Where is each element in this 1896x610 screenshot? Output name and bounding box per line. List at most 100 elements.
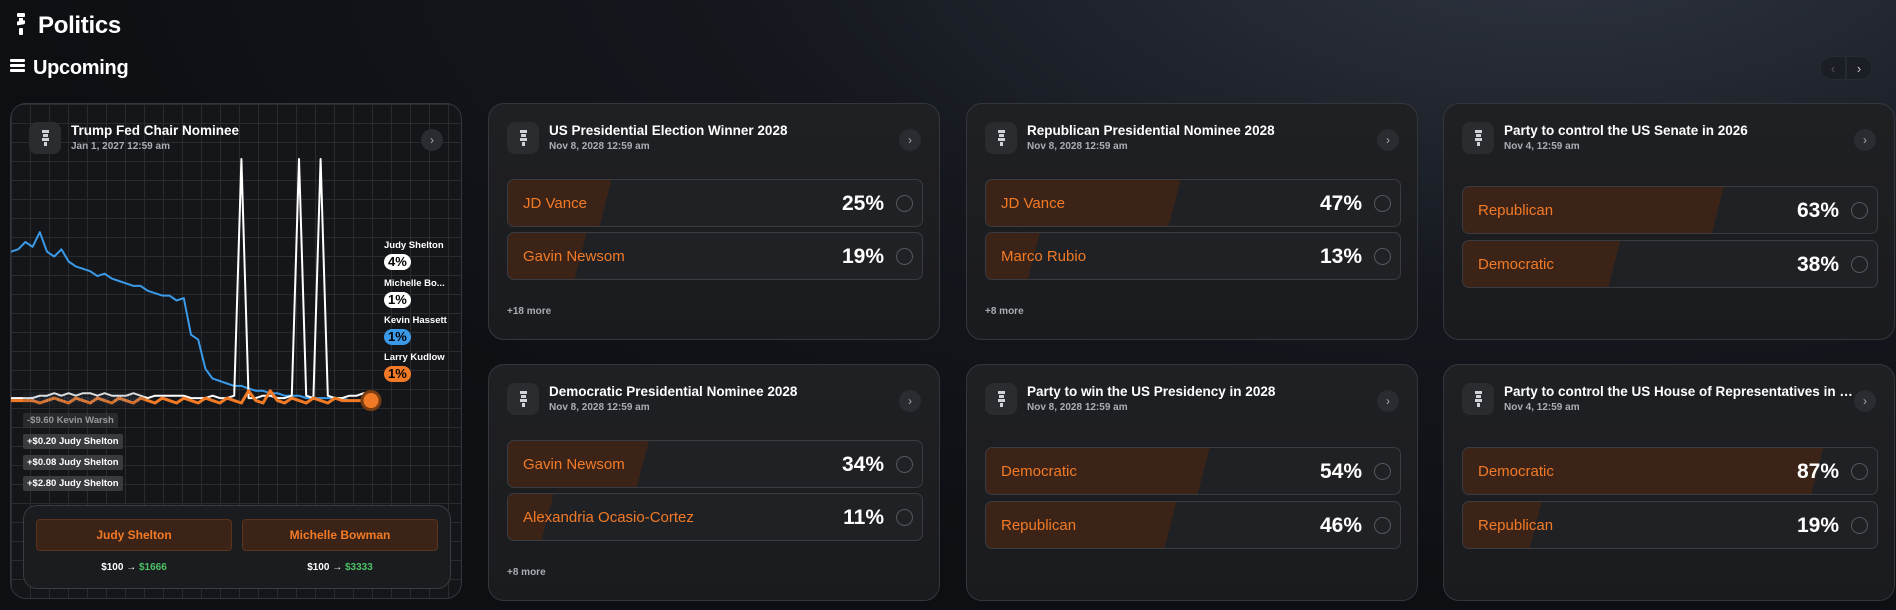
section-header: Upcoming bbox=[10, 57, 129, 80]
outcome-probability: 47% bbox=[1319, 192, 1362, 215]
outcome-option[interactable]: Republican 46% bbox=[985, 501, 1401, 549]
payout-text: $100 → $3333 bbox=[242, 562, 438, 573]
legend-name: Judy Shelton bbox=[384, 240, 444, 251]
payout-amount: $3333 bbox=[345, 562, 373, 573]
buy-button-judy-shelton[interactable]: Judy Shelton bbox=[36, 519, 232, 551]
outcome-name: Alexandria Ocasio-Cortez bbox=[523, 509, 694, 526]
select-radio[interactable] bbox=[1374, 195, 1391, 212]
gavel-icon bbox=[29, 122, 61, 154]
trade-ticker-item: +$2.80 Judy Shelton bbox=[23, 476, 123, 491]
section-title: Upcoming bbox=[33, 57, 129, 79]
gavel-icon bbox=[507, 383, 539, 415]
outcome-name: Republican bbox=[1001, 517, 1077, 534]
market-card[interactable]: Democratic Presidential Nominee 2028 Nov… bbox=[488, 364, 940, 601]
legend-percentage: 1% bbox=[384, 366, 411, 382]
select-radio[interactable] bbox=[1374, 248, 1391, 265]
featured-market-card[interactable]: Trump Fed Chair Nominee Jan 1, 2027 12:5… bbox=[10, 103, 462, 599]
probability-fill bbox=[508, 441, 649, 487]
chevron-right-icon[interactable]: › bbox=[1377, 129, 1399, 151]
select-radio[interactable] bbox=[1851, 517, 1868, 534]
market-card[interactable]: US Presidential Election Winner 2028 Nov… bbox=[488, 103, 940, 340]
more-outcomes-link[interactable]: +18 more bbox=[507, 306, 552, 317]
series-endpoint-marker bbox=[360, 390, 382, 412]
carousel-next-button[interactable]: › bbox=[1846, 56, 1872, 80]
buy-button-michelle-bowman[interactable]: Michelle Bowman bbox=[242, 519, 438, 551]
outcome-probability: 25% bbox=[841, 192, 884, 215]
outcome-option[interactable]: Democratic 38% bbox=[1462, 240, 1878, 288]
chevron-right-icon[interactable]: › bbox=[421, 129, 443, 151]
stake-amount: $100 → bbox=[101, 562, 137, 573]
market-title: Party to control the US Senate in 2026 bbox=[1504, 123, 1748, 138]
quick-buy-panel: Judy Shelton Michelle Bowman $100 → $166… bbox=[23, 505, 451, 589]
more-outcomes-link[interactable]: +8 more bbox=[985, 306, 1024, 317]
select-radio[interactable] bbox=[896, 195, 913, 212]
outcome-option[interactable]: JD Vance 47% bbox=[985, 179, 1401, 227]
payout-text: $100 → $1666 bbox=[36, 562, 232, 573]
outcome-option[interactable]: Alexandria Ocasio-Cortez 11% bbox=[507, 493, 923, 541]
outcome-option[interactable]: Gavin Newsom 19% bbox=[507, 232, 923, 280]
select-radio[interactable] bbox=[1851, 463, 1868, 480]
chevron-right-icon[interactable]: › bbox=[1854, 129, 1876, 151]
select-radio[interactable] bbox=[896, 248, 913, 265]
market-date: Nov 8, 2028 12:59 am bbox=[549, 141, 650, 152]
more-outcomes-link[interactable]: +8 more bbox=[507, 567, 546, 578]
probability-fill bbox=[1463, 241, 1620, 287]
legend-name: Michelle Bo... bbox=[384, 278, 445, 289]
select-radio[interactable] bbox=[1851, 256, 1868, 273]
probability-fill bbox=[1463, 448, 1823, 494]
market-card[interactable]: Party to win the US Presidency in 2028 N… bbox=[966, 364, 1418, 601]
outcome-probability: 34% bbox=[841, 453, 884, 476]
outcome-name: Democratic bbox=[1478, 256, 1554, 273]
outcome-option[interactable]: Republican 63% bbox=[1462, 186, 1878, 234]
legend-name: Kevin Hassett bbox=[384, 315, 447, 326]
legend-percentage: 1% bbox=[384, 292, 411, 308]
market-card[interactable]: Republican Presidential Nominee 2028 Nov… bbox=[966, 103, 1418, 340]
series-line-judy-shelton bbox=[11, 158, 371, 400]
outcome-name: Gavin Newsom bbox=[523, 248, 625, 265]
chevron-right-icon[interactable]: › bbox=[899, 129, 921, 151]
market-card[interactable]: Party to control the US Senate in 2026 N… bbox=[1443, 103, 1895, 340]
market-date: Nov 4, 12:59 am bbox=[1504, 141, 1580, 152]
carousel-prev-button[interactable]: ‹ bbox=[1820, 56, 1846, 80]
outcome-name: JD Vance bbox=[523, 195, 587, 212]
outcome-probability: 87% bbox=[1796, 460, 1839, 483]
select-radio[interactable] bbox=[1374, 463, 1391, 480]
gavel-icon bbox=[1462, 383, 1494, 415]
market-card[interactable]: Party to control the US House of Represe… bbox=[1443, 364, 1895, 601]
outcome-option[interactable]: Gavin Newsom 34% bbox=[507, 440, 923, 488]
probability-fill bbox=[986, 502, 1176, 548]
market-date: Nov 8, 2028 12:59 am bbox=[549, 402, 650, 413]
select-radio[interactable] bbox=[896, 509, 913, 526]
gavel-icon bbox=[507, 122, 539, 154]
outcome-option[interactable]: Republican 19% bbox=[1462, 501, 1878, 549]
payout-amount: $1666 bbox=[139, 562, 167, 573]
outcome-option[interactable]: Marco Rubio 13% bbox=[985, 232, 1401, 280]
market-title: US Presidential Election Winner 2028 bbox=[549, 123, 788, 138]
market-title: Republican Presidential Nominee 2028 bbox=[1027, 123, 1275, 138]
outcome-name: Marco Rubio bbox=[1001, 248, 1087, 265]
trade-ticker-item: +$0.20 Judy Shelton bbox=[23, 434, 123, 449]
stack-icon bbox=[10, 59, 25, 78]
market-date: Nov 4, 12:59 am bbox=[1504, 402, 1580, 413]
outcome-probability: 46% bbox=[1319, 514, 1362, 537]
select-radio[interactable] bbox=[896, 456, 913, 473]
price-chart bbox=[11, 158, 382, 412]
select-radio[interactable] bbox=[1374, 517, 1391, 534]
page-title: Politics bbox=[38, 12, 121, 39]
outcome-option[interactable]: Democratic 54% bbox=[985, 447, 1401, 495]
outcome-name: JD Vance bbox=[1001, 195, 1065, 212]
chevron-right-icon[interactable]: › bbox=[1377, 390, 1399, 412]
probability-fill bbox=[986, 448, 1210, 494]
outcome-option[interactable]: Democratic 87% bbox=[1462, 447, 1878, 495]
market-date: Jan 1, 2027 12:59 am bbox=[71, 141, 170, 152]
select-radio[interactable] bbox=[1851, 202, 1868, 219]
outcome-name: Democratic bbox=[1478, 463, 1554, 480]
chevron-right-icon[interactable]: › bbox=[899, 390, 921, 412]
probability-fill bbox=[986, 180, 1181, 226]
outcome-option[interactable]: JD Vance 25% bbox=[507, 179, 923, 227]
gavel-icon bbox=[985, 122, 1017, 154]
chevron-right-icon[interactable]: › bbox=[1854, 390, 1876, 412]
trade-ticker-item: -$9.60 Kevin Warsh bbox=[23, 413, 118, 428]
outcome-name: Gavin Newsom bbox=[523, 456, 625, 473]
outcome-probability: 63% bbox=[1796, 199, 1839, 222]
